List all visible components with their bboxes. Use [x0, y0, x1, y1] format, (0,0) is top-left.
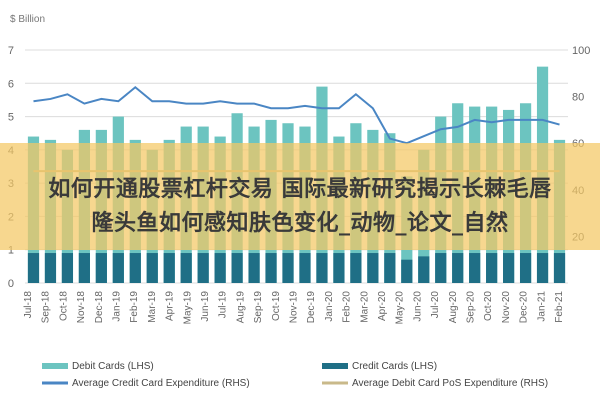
- x-tick-label: Mar-20: [359, 291, 370, 323]
- bar-credit-cards: [146, 253, 158, 283]
- x-tick-label: Oct-19: [271, 291, 282, 321]
- bar-credit-cards: [129, 253, 141, 283]
- x-tick-label: May-20: [395, 291, 406, 325]
- x-tick-label: Jun-20: [412, 291, 423, 322]
- x-tick-label: Feb-19: [129, 291, 140, 323]
- y-right-tick-label: 80: [572, 92, 584, 104]
- y-left-unit-label: $ Billion: [10, 14, 45, 25]
- bar-credit-cards: [214, 253, 226, 283]
- x-tick-label: Oct-18: [58, 291, 69, 321]
- x-tick-label: Jan-19: [112, 291, 123, 322]
- legend-label: Credit Cards (LHS): [352, 361, 437, 372]
- bar-credit-cards: [469, 253, 481, 283]
- x-tick-label: Jan-20: [324, 291, 335, 322]
- bar-credit-cards: [503, 253, 515, 283]
- bar-credit-cards: [112, 253, 124, 283]
- bar-credit-cards: [553, 253, 566, 283]
- bar-credit-cards: [78, 253, 90, 283]
- bar-credit-cards: [384, 253, 396, 283]
- x-tick-label: Jun-19: [200, 291, 211, 322]
- overlay-headline-line-1: 如何开通股票杠杆交易 国际最新研究揭示长棘毛唇: [48, 177, 552, 202]
- x-tick-label: Nov-18: [76, 291, 87, 324]
- x-tick-label: Jan-21: [536, 291, 547, 322]
- x-tick-label: Sep-19: [253, 291, 264, 324]
- bar-credit-cards: [44, 253, 57, 283]
- bar-credit-cards: [180, 253, 192, 283]
- bar-credit-cards: [367, 253, 379, 283]
- bar-credit-cards: [163, 253, 175, 283]
- bar-credit-cards: [231, 253, 243, 283]
- bar-credit-cards: [282, 253, 294, 283]
- y-left-tick-label: 0: [8, 278, 14, 290]
- bar-credit-cards: [536, 253, 549, 283]
- bar-credit-cards: [350, 253, 362, 283]
- x-tick-label: May-19: [182, 291, 193, 325]
- x-tick-label: Apr-19: [165, 291, 176, 321]
- x-tick-label: Sep-18: [41, 291, 52, 324]
- bar-credit-cards: [486, 253, 498, 283]
- x-tick-label: Dec-18: [94, 291, 105, 324]
- bar-credit-cards: [27, 253, 40, 283]
- bar-credit-cards: [61, 253, 74, 283]
- x-tick-label: Apr-20: [377, 291, 388, 321]
- bar-credit-cards: [435, 253, 447, 283]
- bar-credit-cards: [248, 253, 260, 283]
- bar-credit-cards: [401, 259, 413, 283]
- legend-swatch: [322, 363, 348, 369]
- x-tick-label: Oct-20: [483, 291, 494, 321]
- series-line: [33, 85, 560, 145]
- y-left-tick-label: 1: [8, 245, 14, 257]
- bar-credit-cards: [95, 253, 107, 283]
- y-left-tick-label: 5: [8, 112, 14, 124]
- x-tick-label: Mar-19: [147, 291, 158, 323]
- x-tick-label: Aug-19: [235, 291, 246, 324]
- bar-credit-cards: [418, 256, 430, 283]
- bar-credit-cards: [316, 253, 328, 283]
- x-tick-label: Nov-19: [289, 291, 300, 324]
- x-tick-label: Nov-20: [501, 291, 512, 324]
- bar-credit-cards: [333, 253, 345, 283]
- x-tick-label: Dec-19: [306, 291, 317, 324]
- y-left-tick-label: 7: [8, 45, 14, 57]
- x-tick-label: Jul-20: [430, 291, 441, 319]
- x-tick-label: Jul-18: [23, 291, 34, 319]
- bar-credit-cards: [197, 253, 209, 283]
- y-left-tick-label: 6: [8, 78, 14, 90]
- x-tick-label: Jul-19: [218, 291, 229, 319]
- bar-credit-cards: [519, 253, 532, 283]
- overlay-headline-line-2: 隆头鱼如何感知肤色变化_动物_论文_自然: [91, 211, 509, 236]
- x-tick-label: Feb-21: [554, 291, 565, 323]
- legend-label: Average Credit Card Expenditure (RHS): [72, 378, 250, 389]
- overlay-banner: 如何开通股票杠杆交易 国际最新研究揭示长棘毛唇 隆头鱼如何感知肤色变化_动物_论…: [0, 143, 600, 250]
- x-tick-label: Aug-20: [448, 291, 459, 324]
- legend-swatch: [42, 363, 68, 369]
- x-tick-label: Dec-20: [519, 291, 530, 324]
- y-right-tick-label: 100: [572, 45, 590, 57]
- x-tick-label: Feb-20: [342, 291, 353, 323]
- legend-label: Average Debit Card PoS Expenditure (RHS): [352, 378, 548, 389]
- bar-credit-cards: [265, 253, 277, 283]
- bar-credit-cards: [452, 253, 464, 283]
- legend-label: Debit Cards (LHS): [72, 361, 154, 372]
- x-tick-label: Sep-20: [466, 291, 477, 324]
- bar-credit-cards: [299, 253, 311, 283]
